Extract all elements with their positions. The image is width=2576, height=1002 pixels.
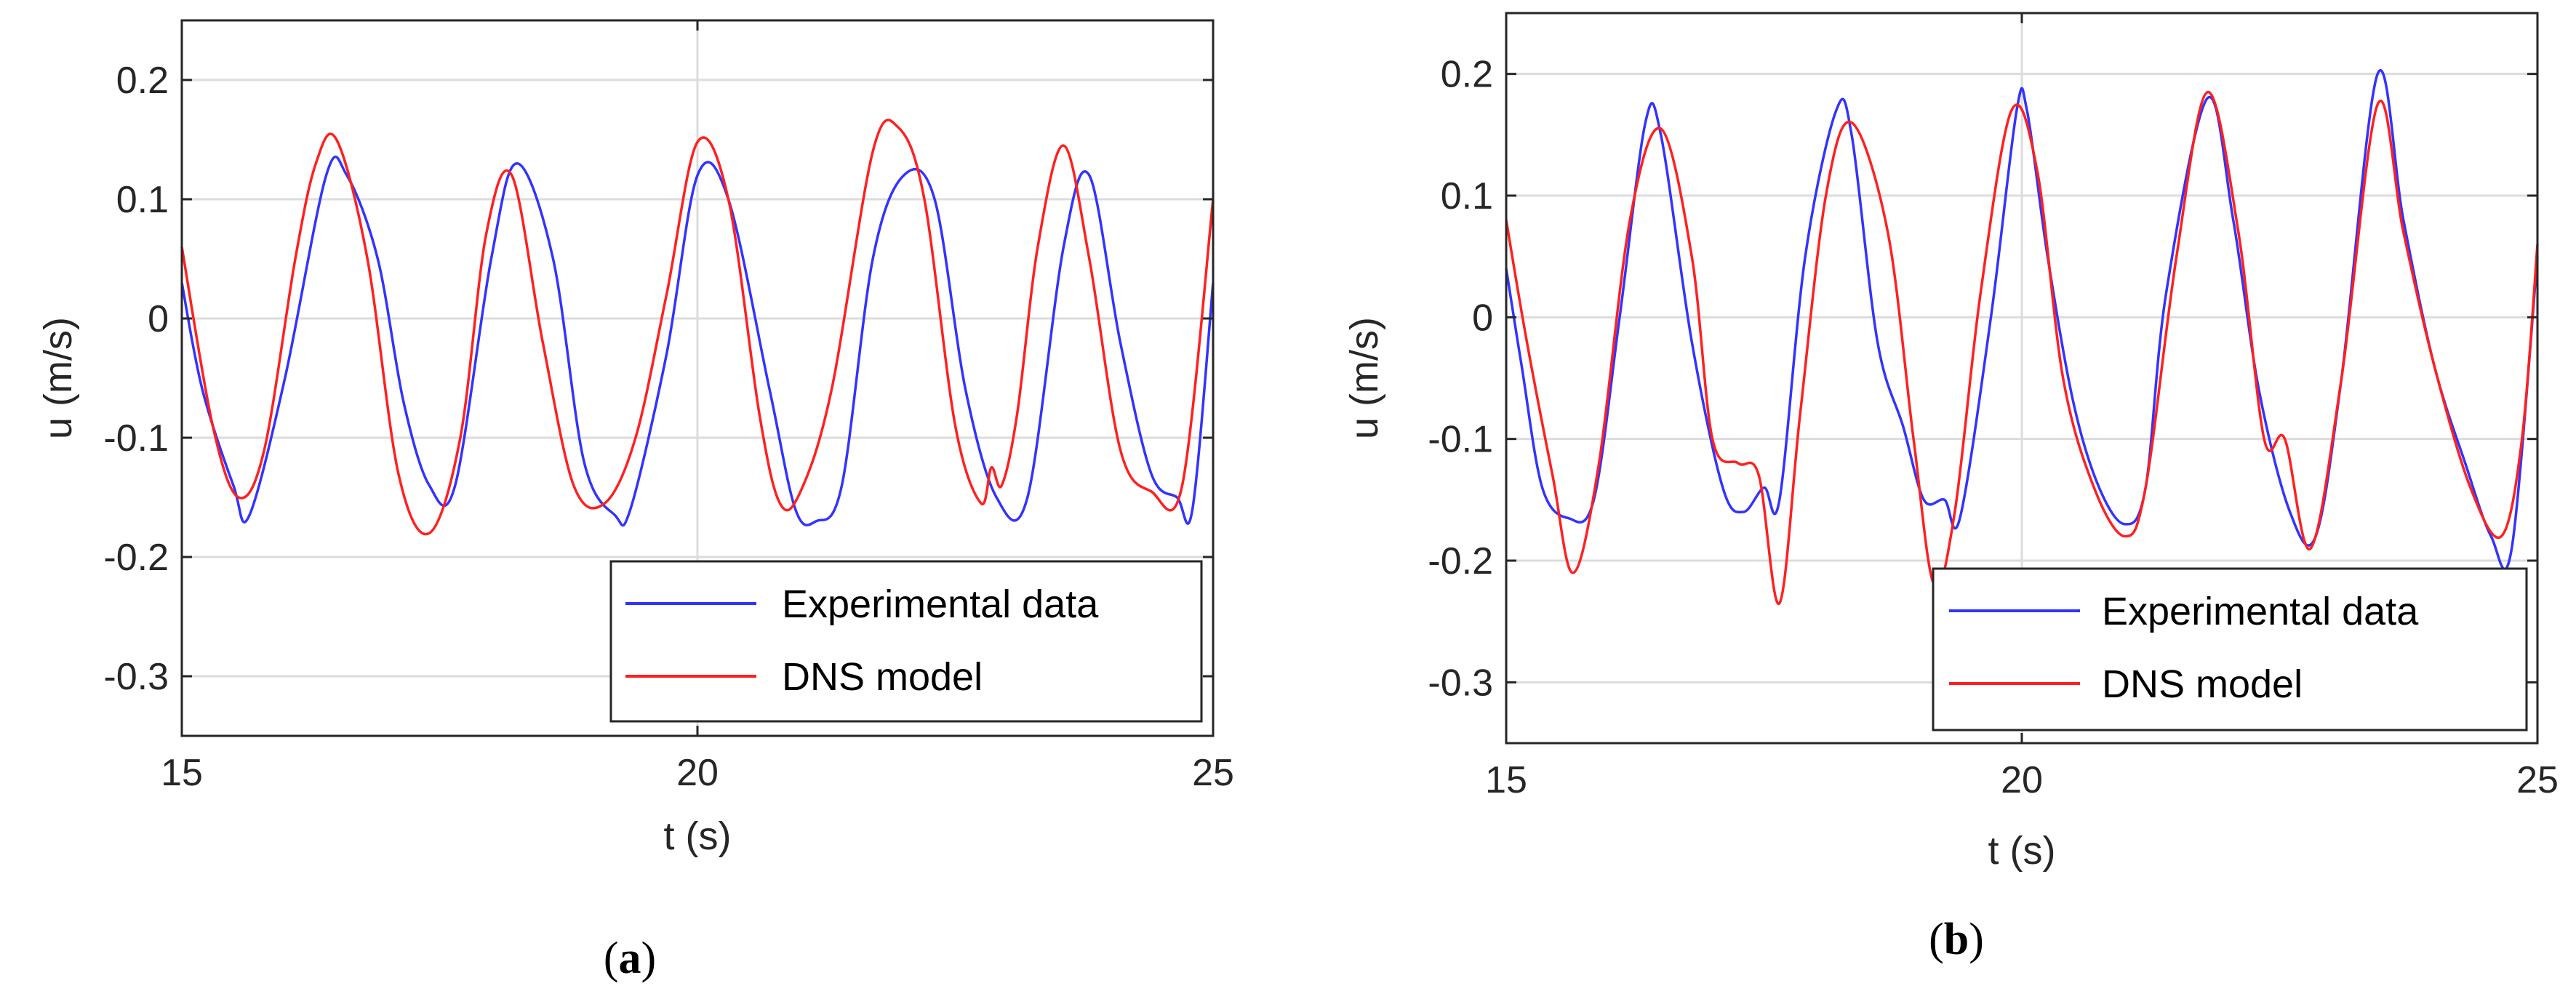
ticks-b: 0.2 0.1 0 -0.1 -0.2 -0.3 15 20 25 <box>1428 13 2559 801</box>
y-axis-label-a: u (m/s) <box>36 317 80 439</box>
panel-label-b: (b) <box>1929 915 1984 964</box>
y-tick-label-b-1: 0.1 <box>1441 175 1493 217</box>
y-tick-label-a-0: 0.2 <box>116 60 169 102</box>
x-tick-label-b-2: 25 <box>2516 759 2559 801</box>
chart-panel-b: 0.20.10-0.1-0.2-0.315 20 25 t (s) u (m/s) … <box>1343 12 2559 964</box>
y-tick-label-a-3: -0.1 <box>103 417 169 460</box>
y-tick-label-a-5: -0.3 <box>103 656 169 698</box>
x-tick-label-a-2: 25 <box>1192 752 1234 794</box>
x-tick-label-a-1: 20 <box>676 752 719 794</box>
panel-label-a-letter: a <box>619 934 641 983</box>
x-tick-label-b-0: 15 <box>1485 759 1527 801</box>
y-axis-label-b: u (m/s) <box>1343 317 1386 439</box>
legend-label-dns-b: DNS model <box>2102 662 2303 706</box>
series-group-b <box>1505 69 2539 605</box>
y-tick-label-b-2: 0 <box>1472 297 1493 339</box>
experimental-data-line-b <box>1505 69 2539 571</box>
dns-model-line-b <box>1505 91 2539 605</box>
legend-b: Experimental data DNS model <box>1932 567 2528 732</box>
x-tick-label-a-0: 15 <box>161 752 203 794</box>
panel-label-b-letter: b <box>1944 915 1969 964</box>
series-group-a <box>180 119 1215 536</box>
y-tick-label-a-4: -0.2 <box>103 537 169 579</box>
legend-label-experimental-a: Experimental data <box>782 582 1099 626</box>
y-tick-label-a-1: 0.1 <box>116 179 169 221</box>
y-tick-label-a-2: 0 <box>148 298 169 340</box>
panel-label-a: (a) <box>604 934 656 983</box>
y-tick-label-b-3: -0.1 <box>1428 419 1493 461</box>
x-axis-label-a: t (s) <box>664 814 732 858</box>
legend-a: Experimental data DNS model <box>609 560 1203 723</box>
dns-model-line-a <box>180 119 1215 536</box>
y-tick-label-b-0: 0.2 <box>1441 54 1493 96</box>
legend-label-dns-a: DNS model <box>782 655 983 699</box>
y-tick-label-b-4: -0.2 <box>1428 540 1493 582</box>
x-axis-label-b: t (s) <box>1988 829 2056 873</box>
x-tick-label-b-1: 20 <box>2001 759 2043 801</box>
ticks-a: 0.2 0.1 0 -0.1 -0.2 -0.3 15 20 25 <box>103 20 1234 794</box>
legend-box-b <box>1932 567 2528 732</box>
legend-label-experimental-b: Experimental data <box>2102 590 2419 633</box>
y-tick-label-b-5: -0.3 <box>1428 662 1493 704</box>
legend-box-a <box>609 560 1203 723</box>
chart-panel-a: 0.20.10-0.1-0.2-0.315 20 25 t (s) u (m/s) … <box>36 19 1234 983</box>
